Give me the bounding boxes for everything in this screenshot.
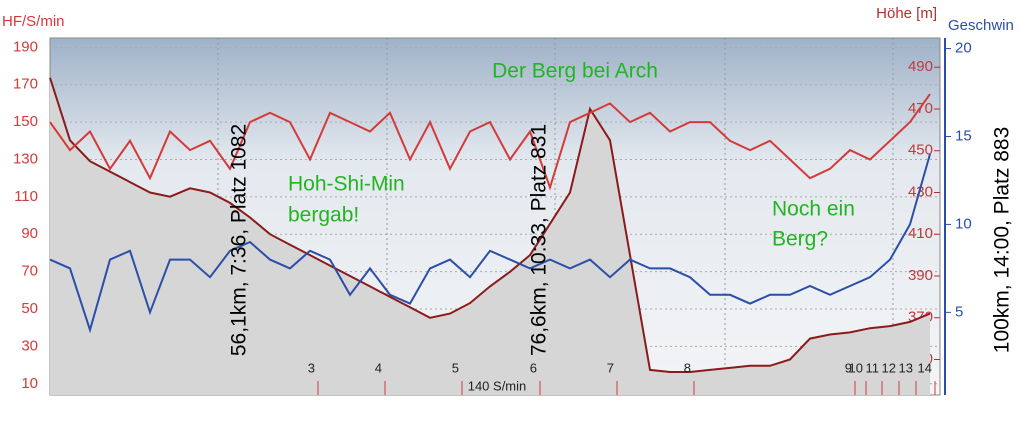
y-tick-label: 70	[21, 263, 38, 280]
x-tick-label: 6	[530, 360, 537, 375]
y2-tick-label: 490	[908, 58, 933, 75]
annotation: 76,6km, 10:33, Platz 831	[528, 124, 551, 356]
x-tick-label: 4	[375, 360, 382, 375]
x-tick-label: 12	[882, 360, 896, 375]
y2-tick-label: 450	[908, 142, 933, 159]
area	[50, 77, 930, 395]
y3-axis-label: Geschwin	[948, 17, 1014, 34]
y-tick-label: 150	[13, 113, 38, 130]
series-line	[49, 153, 931, 334]
cadence-label: 140 S/min	[468, 378, 527, 393]
annotation: Noch ein	[772, 198, 855, 221]
x-tick-label: 13	[899, 360, 913, 375]
y-tick-label: 110	[14, 188, 38, 205]
x-tick-label: 7	[607, 360, 614, 375]
y-axis-label: HF/S/min	[2, 13, 65, 30]
y-tick-label: 170	[13, 76, 38, 93]
y3-tick-label: 10	[955, 215, 972, 232]
y2-tick-label: 430	[908, 183, 933, 200]
y-tick-label: 190	[13, 38, 38, 55]
x-tick-label: 14	[918, 360, 932, 375]
y2-axis-label: Höhe [m]	[876, 5, 937, 22]
y2-tick-label: 410	[908, 225, 933, 242]
x-tick-label: 9	[845, 360, 852, 375]
series-line	[49, 93, 931, 191]
y3-tick-label: 20	[955, 40, 972, 57]
y-tick-label: 30	[21, 337, 38, 354]
annotation: bergab!	[288, 204, 359, 227]
y-tick-label: 50	[21, 300, 38, 317]
y2-tick-label: 390	[908, 267, 933, 284]
annotation: 100km, 14:00, Platz 883	[991, 127, 1014, 353]
x-tick-label: 5	[452, 360, 459, 375]
x-tick-label: 8	[684, 360, 691, 375]
annotation: Hoh-Shi-Min	[288, 173, 405, 196]
x-tick-label: 3	[308, 360, 315, 375]
annotation: Berg?	[772, 228, 828, 251]
x-tick-label: 11	[866, 360, 880, 375]
y3-tick-label: 5	[955, 303, 963, 320]
annotation: Der Berg bei Arch	[492, 60, 658, 83]
y3-tick-label: 15	[955, 127, 972, 144]
x-tick-label: 10	[849, 360, 863, 375]
layer: 1030507090110130150170190350370390410430…	[13, 38, 1014, 395]
series-line	[49, 77, 931, 373]
y-tick-label: 90	[21, 225, 38, 242]
y-tick-label: 10	[21, 375, 38, 392]
y-tick-label: 130	[13, 150, 38, 167]
annotation: 56,1km, 7:36, Platz 1082	[228, 124, 251, 356]
